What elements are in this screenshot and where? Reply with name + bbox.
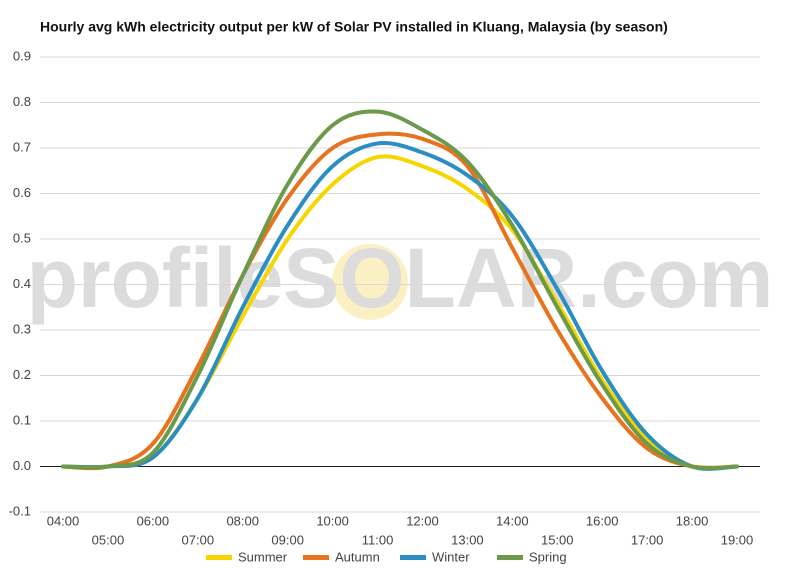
x-tick-label: 12:00 xyxy=(406,513,439,528)
x-tick-label: 09:00 xyxy=(271,532,304,547)
y-tick-label: 0.3 xyxy=(13,321,31,336)
y-tick-label: 0.2 xyxy=(13,367,31,382)
y-tick-label: 0.9 xyxy=(13,48,31,63)
y-tick-label: 0.7 xyxy=(13,139,31,154)
legend-swatch xyxy=(497,555,523,560)
y-tick-label: 0.8 xyxy=(13,94,31,109)
legend-swatch xyxy=(303,555,329,560)
series-line xyxy=(61,109,739,471)
y-tick-label: -0.1 xyxy=(9,503,31,518)
series-line xyxy=(61,140,739,471)
series-line xyxy=(61,131,739,471)
y-tick-label: 0.5 xyxy=(13,230,31,245)
x-tick-label: 16:00 xyxy=(586,513,619,528)
x-tick-label: 10:00 xyxy=(316,513,349,528)
x-tick-label: 13:00 xyxy=(451,532,484,547)
x-tick-label: 07:00 xyxy=(182,532,215,547)
y-tick-label: 0.0 xyxy=(13,458,31,473)
x-tick-label: 05:00 xyxy=(92,532,125,547)
x-tick-label: 08:00 xyxy=(226,513,259,528)
legend-label: Autumn xyxy=(335,549,380,564)
legend-swatch xyxy=(400,555,426,560)
x-tick-label: 19:00 xyxy=(721,532,754,547)
x-tick-label: 17:00 xyxy=(631,532,664,547)
x-tick-label: 06:00 xyxy=(137,513,170,528)
y-tick-label: 0.6 xyxy=(13,185,31,200)
watermark: profileSOLAR.com xyxy=(27,231,774,325)
legend-label: Spring xyxy=(529,549,567,564)
y-tick-label: 0.1 xyxy=(13,412,31,427)
x-tick-label: 18:00 xyxy=(676,513,709,528)
x-tick-label: 11:00 xyxy=(362,532,394,547)
legend-swatch xyxy=(206,555,232,560)
x-tick-label: 04:00 xyxy=(47,513,80,528)
watermark-sun xyxy=(332,244,408,320)
legend-label: Winter xyxy=(432,549,470,564)
y-tick-label: 0.4 xyxy=(13,276,31,291)
x-tick-label: 15:00 xyxy=(541,532,574,547)
chart-title: Hourly avg kWh electricity output per kW… xyxy=(40,19,668,35)
x-tick-label: 14:00 xyxy=(496,513,529,528)
legend-label: Summer xyxy=(238,549,288,564)
